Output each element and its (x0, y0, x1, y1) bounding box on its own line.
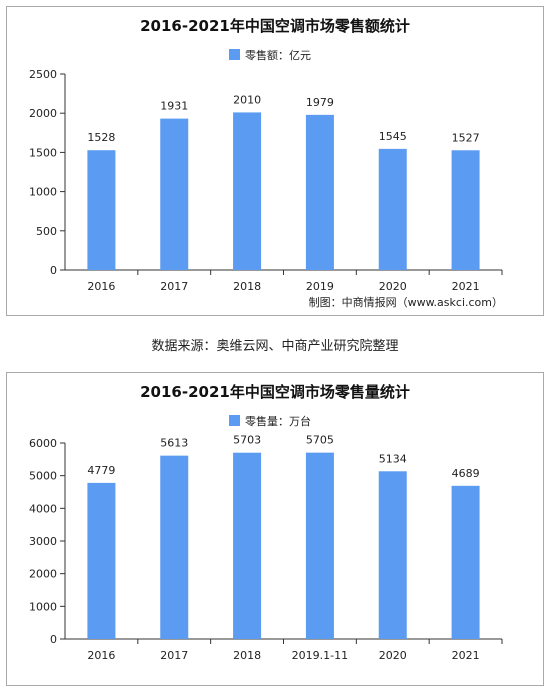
bar (233, 452, 262, 639)
chart-panel-retail-sales: 2016-2021年中国空调市场零售额统计 零售额：亿元 0 500 1000 150… (6, 6, 544, 316)
data-label: 4689 (452, 467, 480, 480)
x-tick-label: 2018 (233, 649, 261, 662)
x-tick-label: 2017 (160, 280, 188, 293)
x-tick-label: 2020 (379, 280, 407, 293)
x-tick-label: 2018 (233, 280, 261, 293)
x-tick-label: 2016 (87, 280, 115, 293)
x-tick-label: 2017 (160, 649, 188, 662)
chart-panel-retail-volume: 2016-2021年中国空调市场零售量统计 零售量：万台 0 1000 2000 30… (6, 372, 544, 686)
x-tick-label: 2020 (379, 649, 407, 662)
x-tick-label: 2016 (87, 649, 115, 662)
y-tick-label: 3000 (29, 535, 57, 548)
x-tick-label: 2021 (452, 280, 480, 293)
y-tick-label: 1000 (29, 186, 57, 199)
chart-title: 2016-2021年中国空调市场零售额统计 (140, 17, 410, 35)
data-label: 1545 (379, 130, 407, 143)
legend-swatch (229, 49, 240, 60)
retail-sales-chart: 2016-2021年中国空调市场零售额统计 零售额：亿元 0 500 1000 150… (29, 17, 503, 309)
bar (378, 471, 407, 639)
y-tick-label: 2000 (29, 568, 57, 581)
data-label: 5134 (379, 452, 407, 465)
bar (87, 150, 116, 270)
x-tick-label: 2019 (306, 280, 334, 293)
bar (378, 148, 407, 270)
y-tick-label: 0 (50, 264, 57, 277)
data-label: 5703 (233, 434, 261, 447)
legend-label: 零售量：万台 (245, 414, 311, 428)
data-label: 1528 (87, 131, 115, 144)
y-tick-label: 1500 (29, 146, 57, 159)
data-label: 1527 (452, 131, 480, 144)
y-tick-label: 500 (36, 225, 57, 238)
bar (305, 452, 334, 639)
x-tick-label: 2019.1-11 (292, 649, 348, 662)
data-label: 1979 (306, 96, 334, 109)
bar (160, 118, 189, 271)
data-label: 5613 (160, 437, 188, 450)
y-tick-label: 4000 (29, 502, 57, 515)
data-source-caption: 数据来源：奥维云网、中商产业研究院整理 (151, 339, 399, 354)
data-label: 2010 (233, 93, 261, 106)
x-tick-label: 2021 (452, 649, 480, 662)
retail-volume-chart: 2016-2021年中国空调市场零售量统计 零售量：万台 0 1000 2000 30… (29, 383, 503, 662)
source-note: 制图：中商情报网（www.askci.com） (309, 295, 503, 309)
plot-area: 0 1000 2000 3000 4000 5000 6000 2016 4779 2017 561… (29, 434, 503, 662)
data-label: 5705 (306, 434, 334, 447)
data-label: 4779 (87, 464, 115, 477)
legend-label: 零售额：亿元 (245, 48, 311, 62)
legend-swatch (229, 415, 240, 426)
y-tick-label: 2000 (29, 107, 57, 120)
y-tick-label: 5000 (29, 470, 57, 483)
bar (305, 114, 334, 270)
bar (233, 112, 262, 270)
plot-area: 0 500 1000 1500 2000 2500 2016 1528 2017 1931 2018… (29, 68, 503, 293)
y-tick-label: 2500 (29, 68, 57, 81)
bar (451, 150, 480, 270)
data-label: 1931 (160, 100, 188, 113)
chart-title: 2016-2021年中国空调市场零售量统计 (140, 383, 410, 401)
y-tick-label: 0 (50, 633, 57, 646)
y-tick-label: 6000 (29, 437, 57, 450)
y-tick-label: 1000 (29, 600, 57, 613)
bar (160, 455, 189, 639)
bar (451, 485, 480, 639)
bar (87, 482, 116, 639)
